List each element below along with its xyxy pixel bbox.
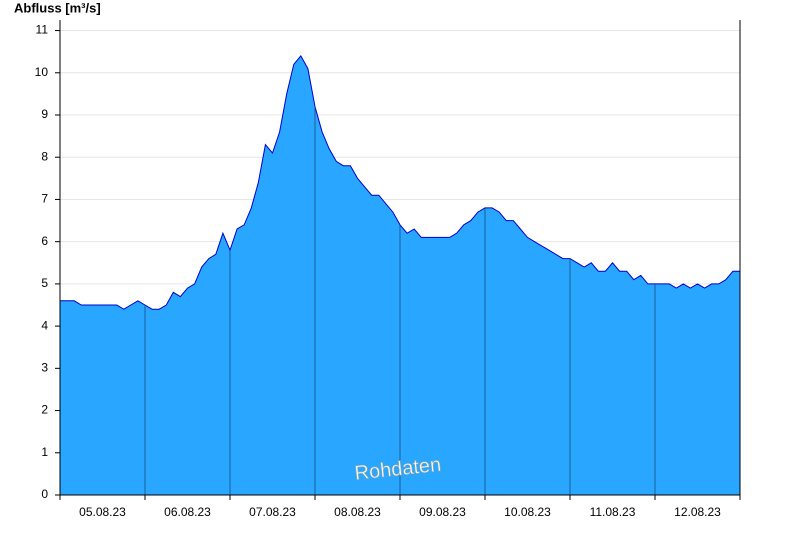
y-tick-label: 6 xyxy=(41,234,48,248)
x-tick-label: 07.08.23 xyxy=(249,505,296,519)
x-tick-label: 08.08.23 xyxy=(334,505,381,519)
x-tick-label: 11.08.23 xyxy=(590,505,636,519)
y-tick-label: 1 xyxy=(41,445,48,459)
y-tick-label: 11 xyxy=(36,23,49,37)
y-tick-label: 4 xyxy=(41,318,48,332)
y-tick-label: 9 xyxy=(41,107,48,121)
y-tick-label: 3 xyxy=(41,361,48,375)
x-tick-label: 06.08.23 xyxy=(164,505,211,519)
y-tick-label: 7 xyxy=(41,192,48,206)
chart-title: Abfluss [m³/s] xyxy=(14,0,101,15)
y-tick-label: 10 xyxy=(35,65,49,79)
x-tick-label: 05.08.23 xyxy=(79,505,126,519)
y-tick-label: 0 xyxy=(41,487,48,501)
y-tick-label: 2 xyxy=(41,403,48,417)
y-tick-label: 8 xyxy=(41,149,48,163)
y-tick-label: 5 xyxy=(41,276,48,290)
x-tick-label: 10.08.23 xyxy=(504,505,551,519)
x-tick-label: 12.08.23 xyxy=(674,505,721,519)
x-tick-label: 09.08.23 xyxy=(419,505,466,519)
